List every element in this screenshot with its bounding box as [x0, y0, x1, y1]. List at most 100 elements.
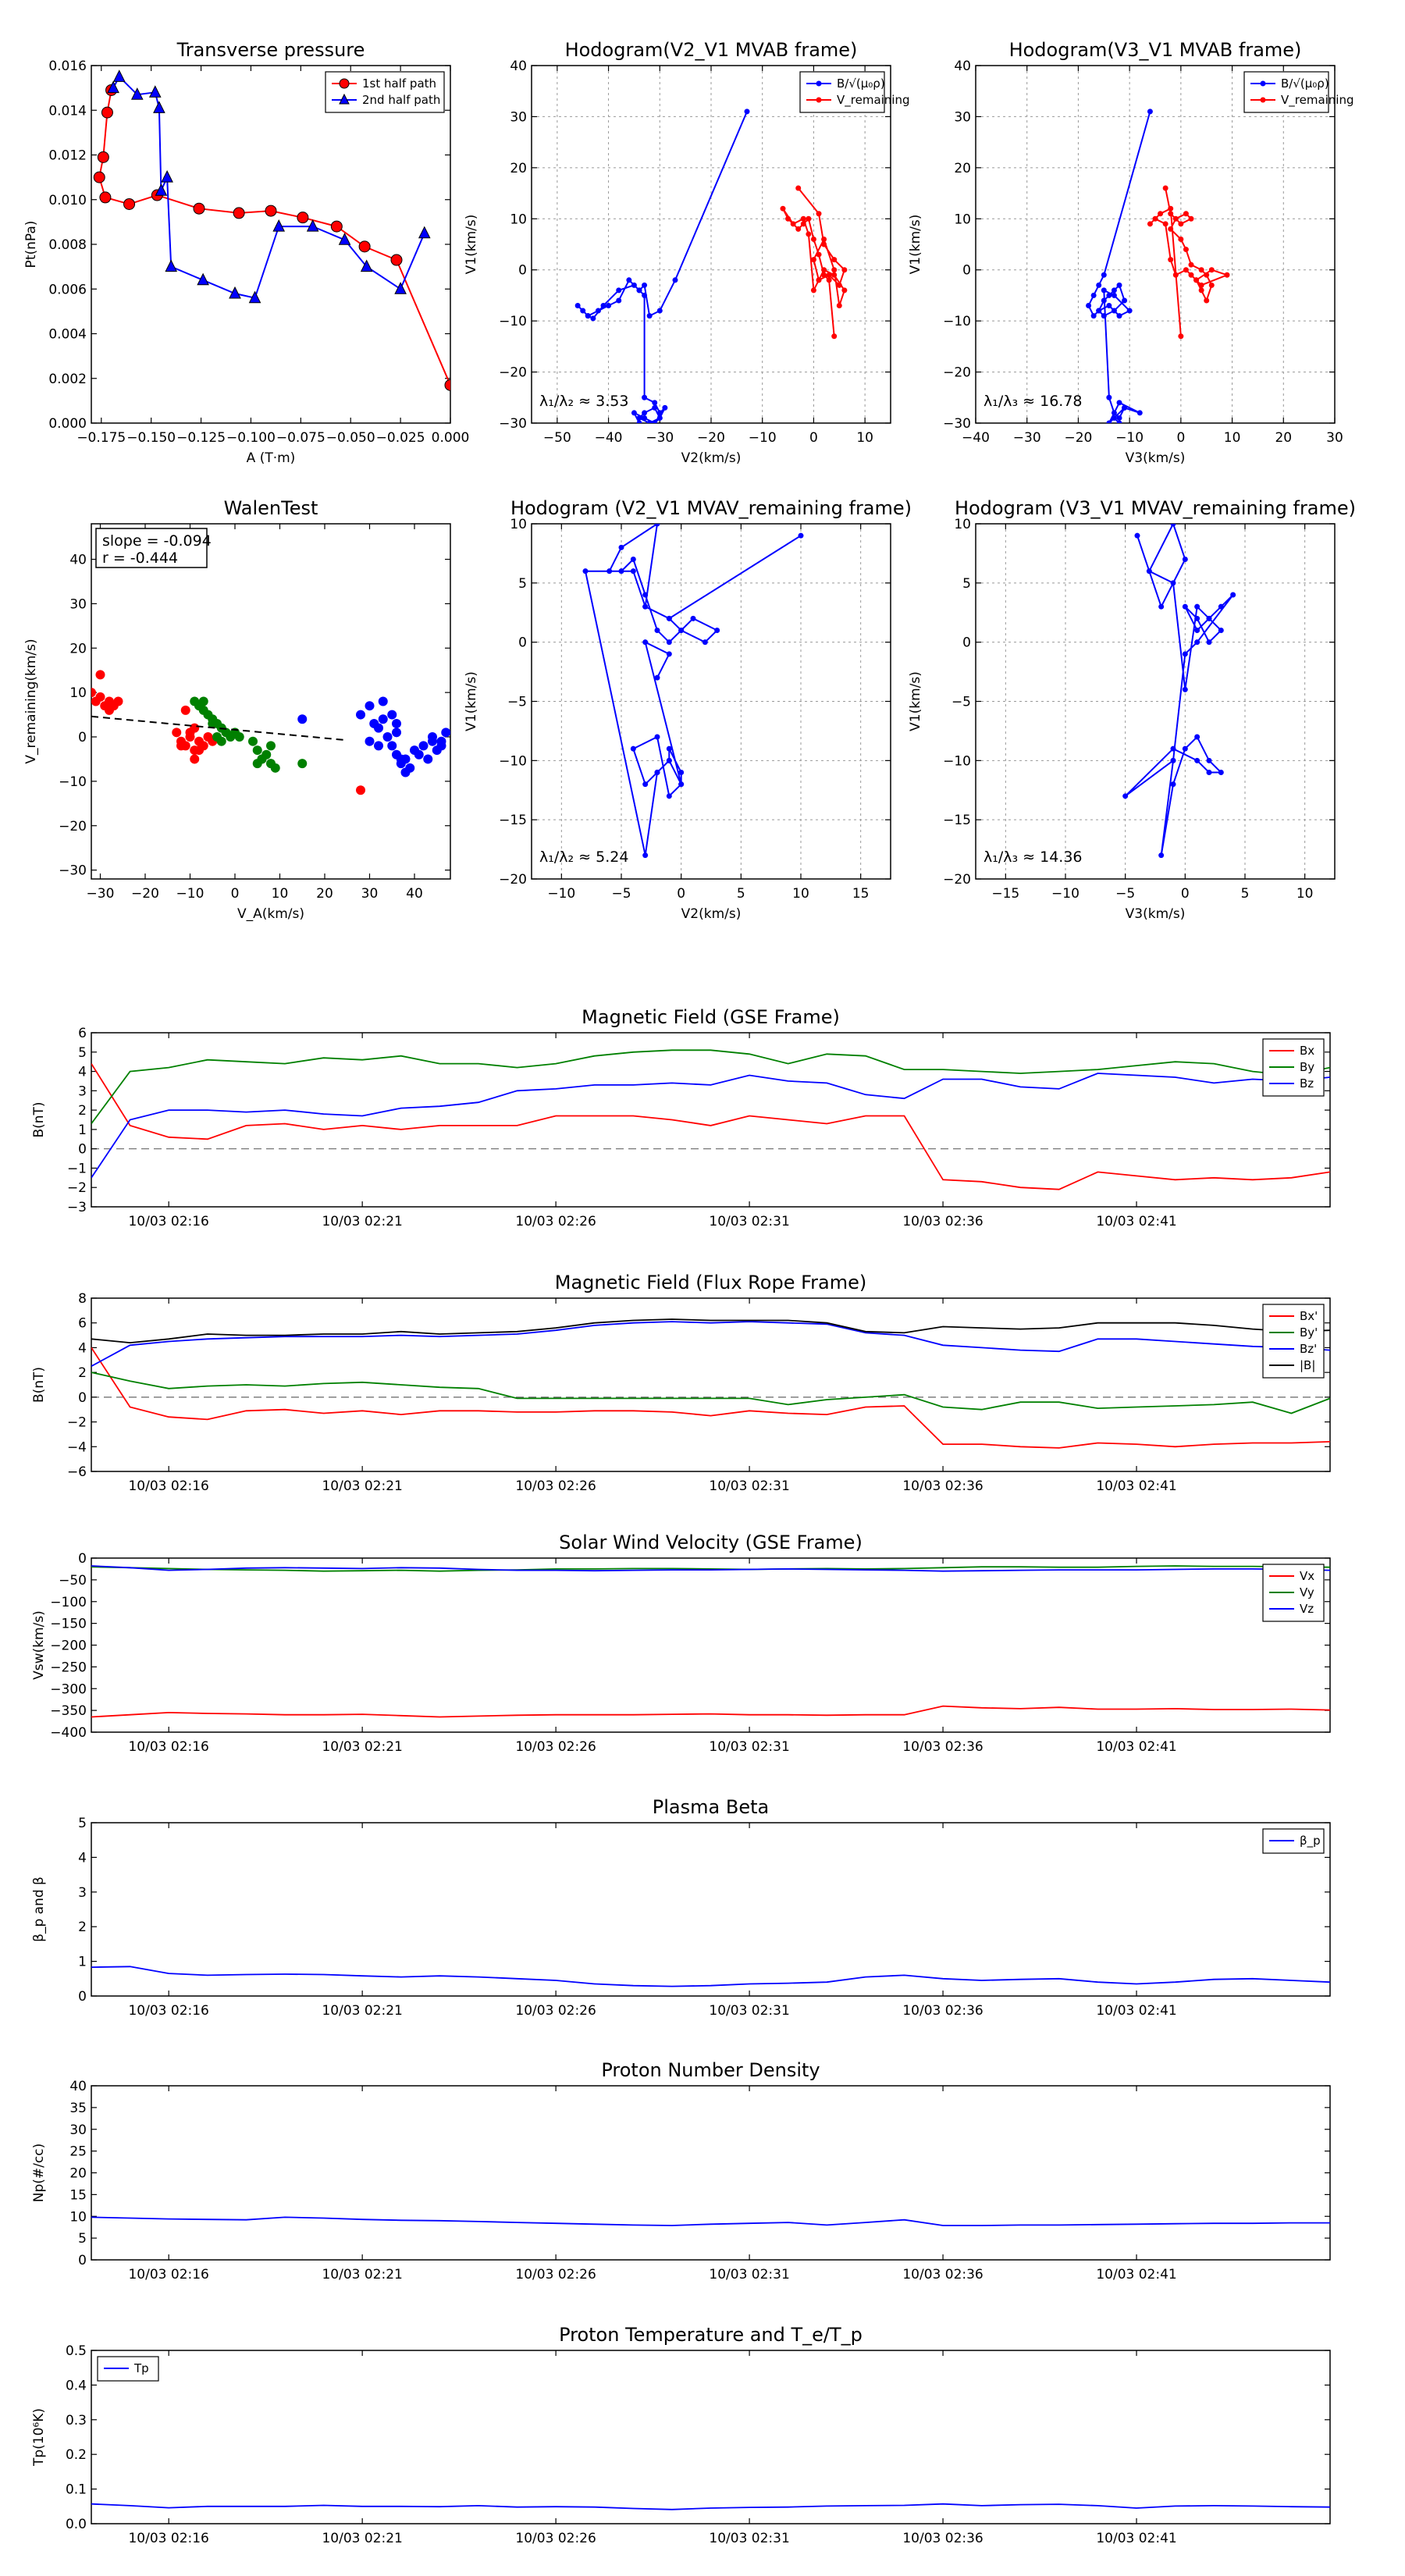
y-axis-label: V1(km/s)	[908, 215, 923, 275]
x-tick-label: 10/03 02:26	[515, 2003, 596, 2019]
y-tick-label: −10	[59, 774, 87, 790]
plot-frame	[91, 1032, 1331, 1208]
data-point	[810, 257, 816, 263]
legend-label: Bz'	[1300, 1342, 1317, 1356]
data-point	[590, 315, 596, 322]
x-tick-label: 10/03 02:16	[128, 1214, 208, 1229]
data-point	[642, 282, 648, 288]
x-axis-label: V3(km/s)	[1126, 906, 1186, 922]
data-point	[356, 785, 365, 795]
plot-frame	[531, 523, 891, 880]
legend-label: By	[1300, 1060, 1314, 1074]
y-axis-label: Pt(nPa)	[23, 221, 39, 269]
x-tick-label: −30	[1013, 430, 1041, 446]
x-tick-label: 10/03 02:31	[709, 2267, 789, 2282]
data-point	[1208, 267, 1215, 273]
fit-line	[91, 715, 347, 742]
data-point	[165, 259, 178, 272]
data-point	[606, 568, 613, 575]
data-point	[810, 287, 816, 294]
data-point	[358, 240, 371, 253]
series-line	[91, 1063, 1330, 1190]
data-point	[831, 267, 838, 273]
data-point	[1194, 628, 1200, 633]
data-point	[1168, 205, 1174, 212]
x-tick-label: 15	[852, 886, 870, 902]
data-point	[1122, 297, 1128, 304]
data-point	[248, 290, 261, 304]
legend-marker	[816, 80, 822, 87]
data-point	[744, 109, 750, 115]
legend-label: Vy	[1300, 1585, 1314, 1599]
data-point	[123, 197, 136, 210]
y-tick-label: 0	[78, 1390, 87, 1406]
x-tick-label: −10	[1051, 886, 1080, 902]
chart-title: Hodogram(V2_V1 MVAB frame)	[565, 39, 858, 61]
plot-frame	[91, 523, 451, 880]
x-tick-label: 10/03 02:41	[1096, 2003, 1176, 2019]
y-axis-label: V_remaining(km/s)	[23, 639, 39, 763]
data-point	[1182, 686, 1188, 692]
data-point	[161, 170, 173, 183]
data-point	[436, 741, 446, 751]
data-point	[1183, 247, 1189, 253]
x-tick-label: 10/03 02:21	[322, 2267, 402, 2282]
x-tick-label: 10/03 02:26	[515, 2531, 596, 2546]
data-point	[1101, 297, 1107, 304]
y-tick-label: 20	[510, 161, 527, 176]
chart-np: 10/03 02:16 10/03 02:21 10/03 02:26 10/03 0…	[31, 2059, 1331, 2282]
x-tick-label: 10/03 02:36	[902, 1739, 983, 1755]
y-tick-label: 0.2	[66, 2447, 87, 2463]
data-point	[172, 728, 182, 738]
data-point	[826, 272, 832, 278]
x-tick-label: −30	[646, 430, 674, 446]
y-tick-label: 0	[78, 1989, 87, 2005]
data-point	[666, 615, 672, 621]
legend-marker	[1260, 80, 1266, 87]
data-point	[790, 221, 796, 227]
plot-area	[91, 2216, 1330, 2226]
y-tick-label: 5	[78, 1816, 87, 1831]
data-point	[365, 736, 375, 746]
data-point	[382, 732, 393, 742]
data-point	[148, 85, 162, 98]
y-tick-label: 3	[78, 1885, 87, 1901]
plot-area	[91, 1318, 1330, 1449]
x-tick-label: 10/03 02:36	[902, 1214, 983, 1229]
y-tick-label: −5	[507, 695, 527, 710]
data-point	[1206, 757, 1212, 763]
data-point	[831, 257, 838, 263]
legend-marker	[339, 78, 350, 89]
data-point	[1204, 297, 1210, 304]
x-tick-label: 0.000	[432, 430, 470, 446]
x-tick-label: 5	[1241, 886, 1250, 902]
data-point	[193, 202, 205, 215]
y-tick-label: −5	[951, 695, 971, 710]
y-axis-label: B(nT)	[31, 1101, 47, 1137]
chart-h21: −50 −40 −30 −20 −10 0 10 −30 −20 −10 0 10 20 30 40 Hodo…	[464, 39, 910, 466]
chart-bfr: 10/03 02:16 10/03 02:21 10/03 02:26 10/03 0…	[31, 1272, 1331, 1494]
data-point	[816, 277, 822, 283]
y-tick-label: 10	[69, 2209, 87, 2225]
y-tick-label: −30	[499, 416, 527, 432]
plot-frame	[91, 1557, 1331, 1733]
y-tick-label: −100	[50, 1595, 87, 1610]
x-tick-label: 20	[316, 886, 333, 902]
x-axis-label: A (T·m)	[247, 450, 296, 466]
plot-area	[582, 524, 804, 859]
series-line	[91, 1966, 1330, 1987]
data-point	[229, 286, 241, 299]
x-tick-label: −5	[1115, 886, 1135, 902]
x-tick-label: 30	[1326, 430, 1343, 446]
chart-title: Plasma Beta	[653, 1796, 769, 1818]
data-point	[1198, 282, 1204, 288]
y-tick-label: 0.010	[48, 193, 87, 208]
y-tick-label: 4	[78, 1065, 87, 1080]
y-tick-label: 2	[78, 1103, 87, 1119]
data-point	[1172, 215, 1179, 222]
y-tick-label: −10	[499, 314, 527, 329]
y-tick-label: −15	[499, 813, 527, 828]
chart-tp: −0.175 −0.150 −0.125 −0.100 −0.075 −0.050 −0.0…	[23, 39, 469, 466]
data-point	[400, 767, 411, 777]
